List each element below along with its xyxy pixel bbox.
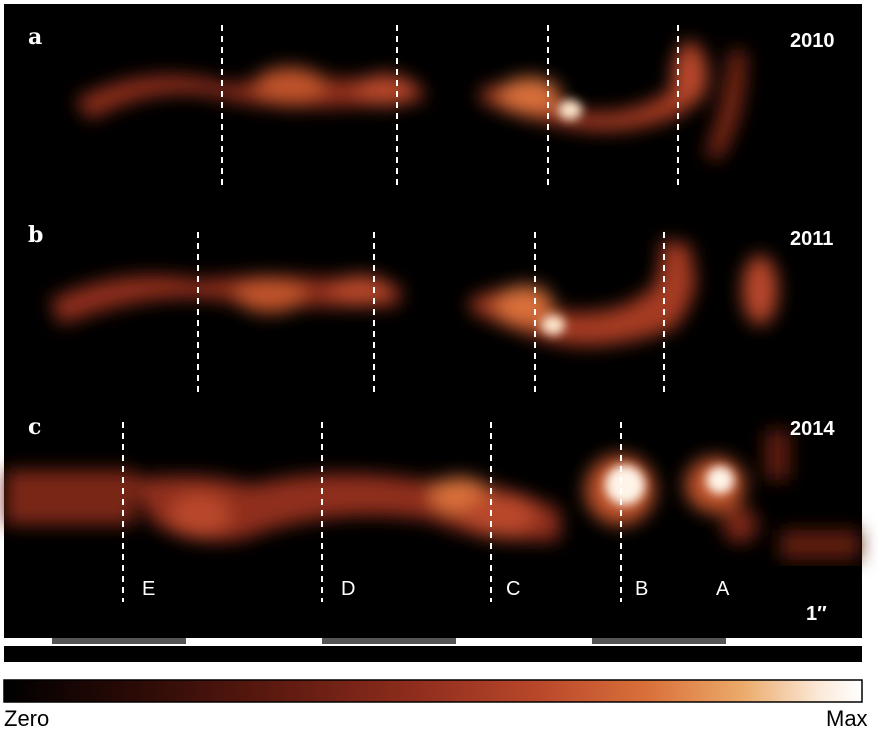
year-label-a: 2010 (790, 30, 835, 52)
scale-strip-black (4, 646, 862, 662)
knot-label-b: B (635, 578, 649, 600)
panel-label-a: a (28, 24, 43, 50)
panel-b-emission (50, 240, 778, 346)
colorbar-min-label: Zero (4, 706, 50, 731)
scale-strip-segment (592, 638, 726, 644)
year-label-c: 2014 (790, 418, 835, 440)
knot-label-d: D (341, 578, 356, 600)
year-label-b: 2011 (790, 228, 834, 250)
colorbar-max-label: Max (826, 706, 868, 731)
knot-label-e: E (142, 578, 156, 600)
image-background (4, 4, 862, 638)
scale-strip-segment (52, 638, 186, 644)
knot-label-c: C (506, 578, 521, 600)
panel-label-c: c (28, 414, 42, 440)
panel-a-emission (75, 40, 746, 160)
colorbar (3, 679, 863, 703)
scale-bar-label: 1″ (806, 603, 827, 625)
panel-c-emission (4, 430, 862, 638)
knot-label-a: A (716, 578, 730, 600)
dashed-marker-lines (122, 25, 679, 602)
scale-strip-segment (322, 638, 456, 644)
panel-label-b: b (28, 222, 44, 248)
